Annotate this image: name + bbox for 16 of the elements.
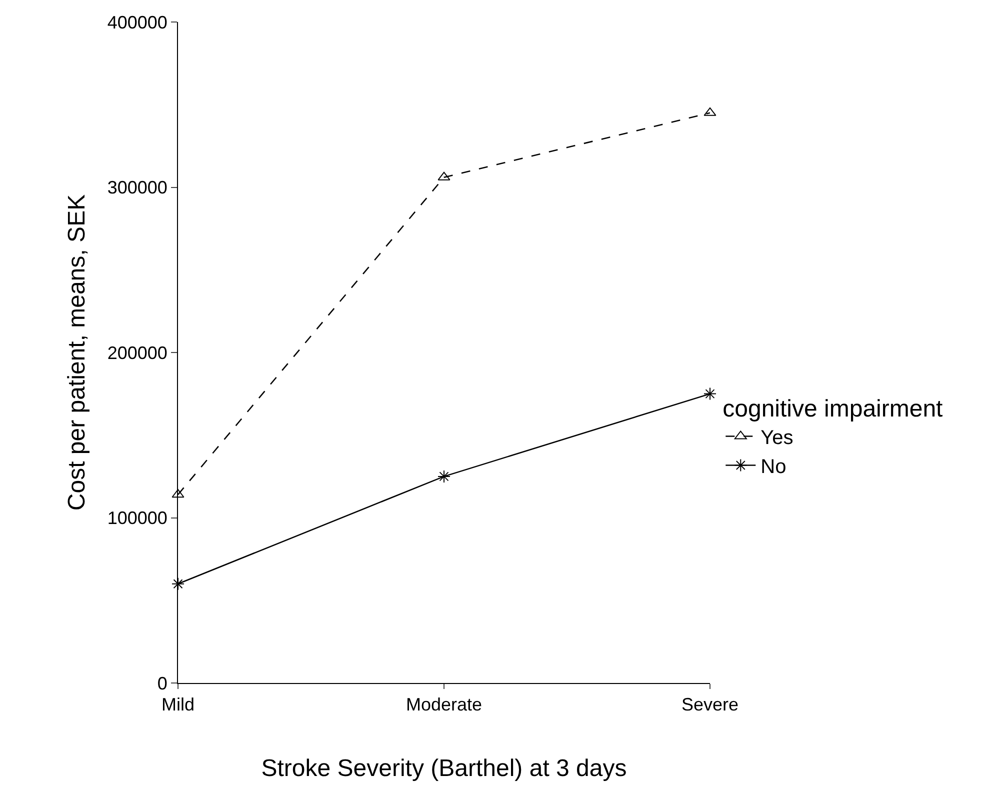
x-tick-label: Severe	[681, 694, 739, 715]
x-tick-label: Moderate	[406, 694, 482, 715]
point	[704, 387, 716, 400]
point	[438, 470, 450, 483]
x-tick-label: Mild	[161, 694, 195, 715]
y-axis-title: Cost per patient, means, SEK	[63, 194, 90, 511]
x-axis-title: Stroke Severity (Barthel) at 3 days	[261, 754, 627, 782]
legend-label: No	[760, 456, 786, 478]
y-tick-label: 200000	[107, 342, 168, 363]
legend-title: cognitive impairment	[722, 396, 944, 423]
point	[172, 577, 184, 590]
y-tick-label: 400000	[107, 12, 168, 32]
y-tick-label: 0	[157, 673, 168, 694]
y-tick-label: 300000	[107, 178, 168, 198]
legend-label: Yes	[760, 427, 794, 450]
y-tick-label: 100000	[107, 508, 168, 528]
